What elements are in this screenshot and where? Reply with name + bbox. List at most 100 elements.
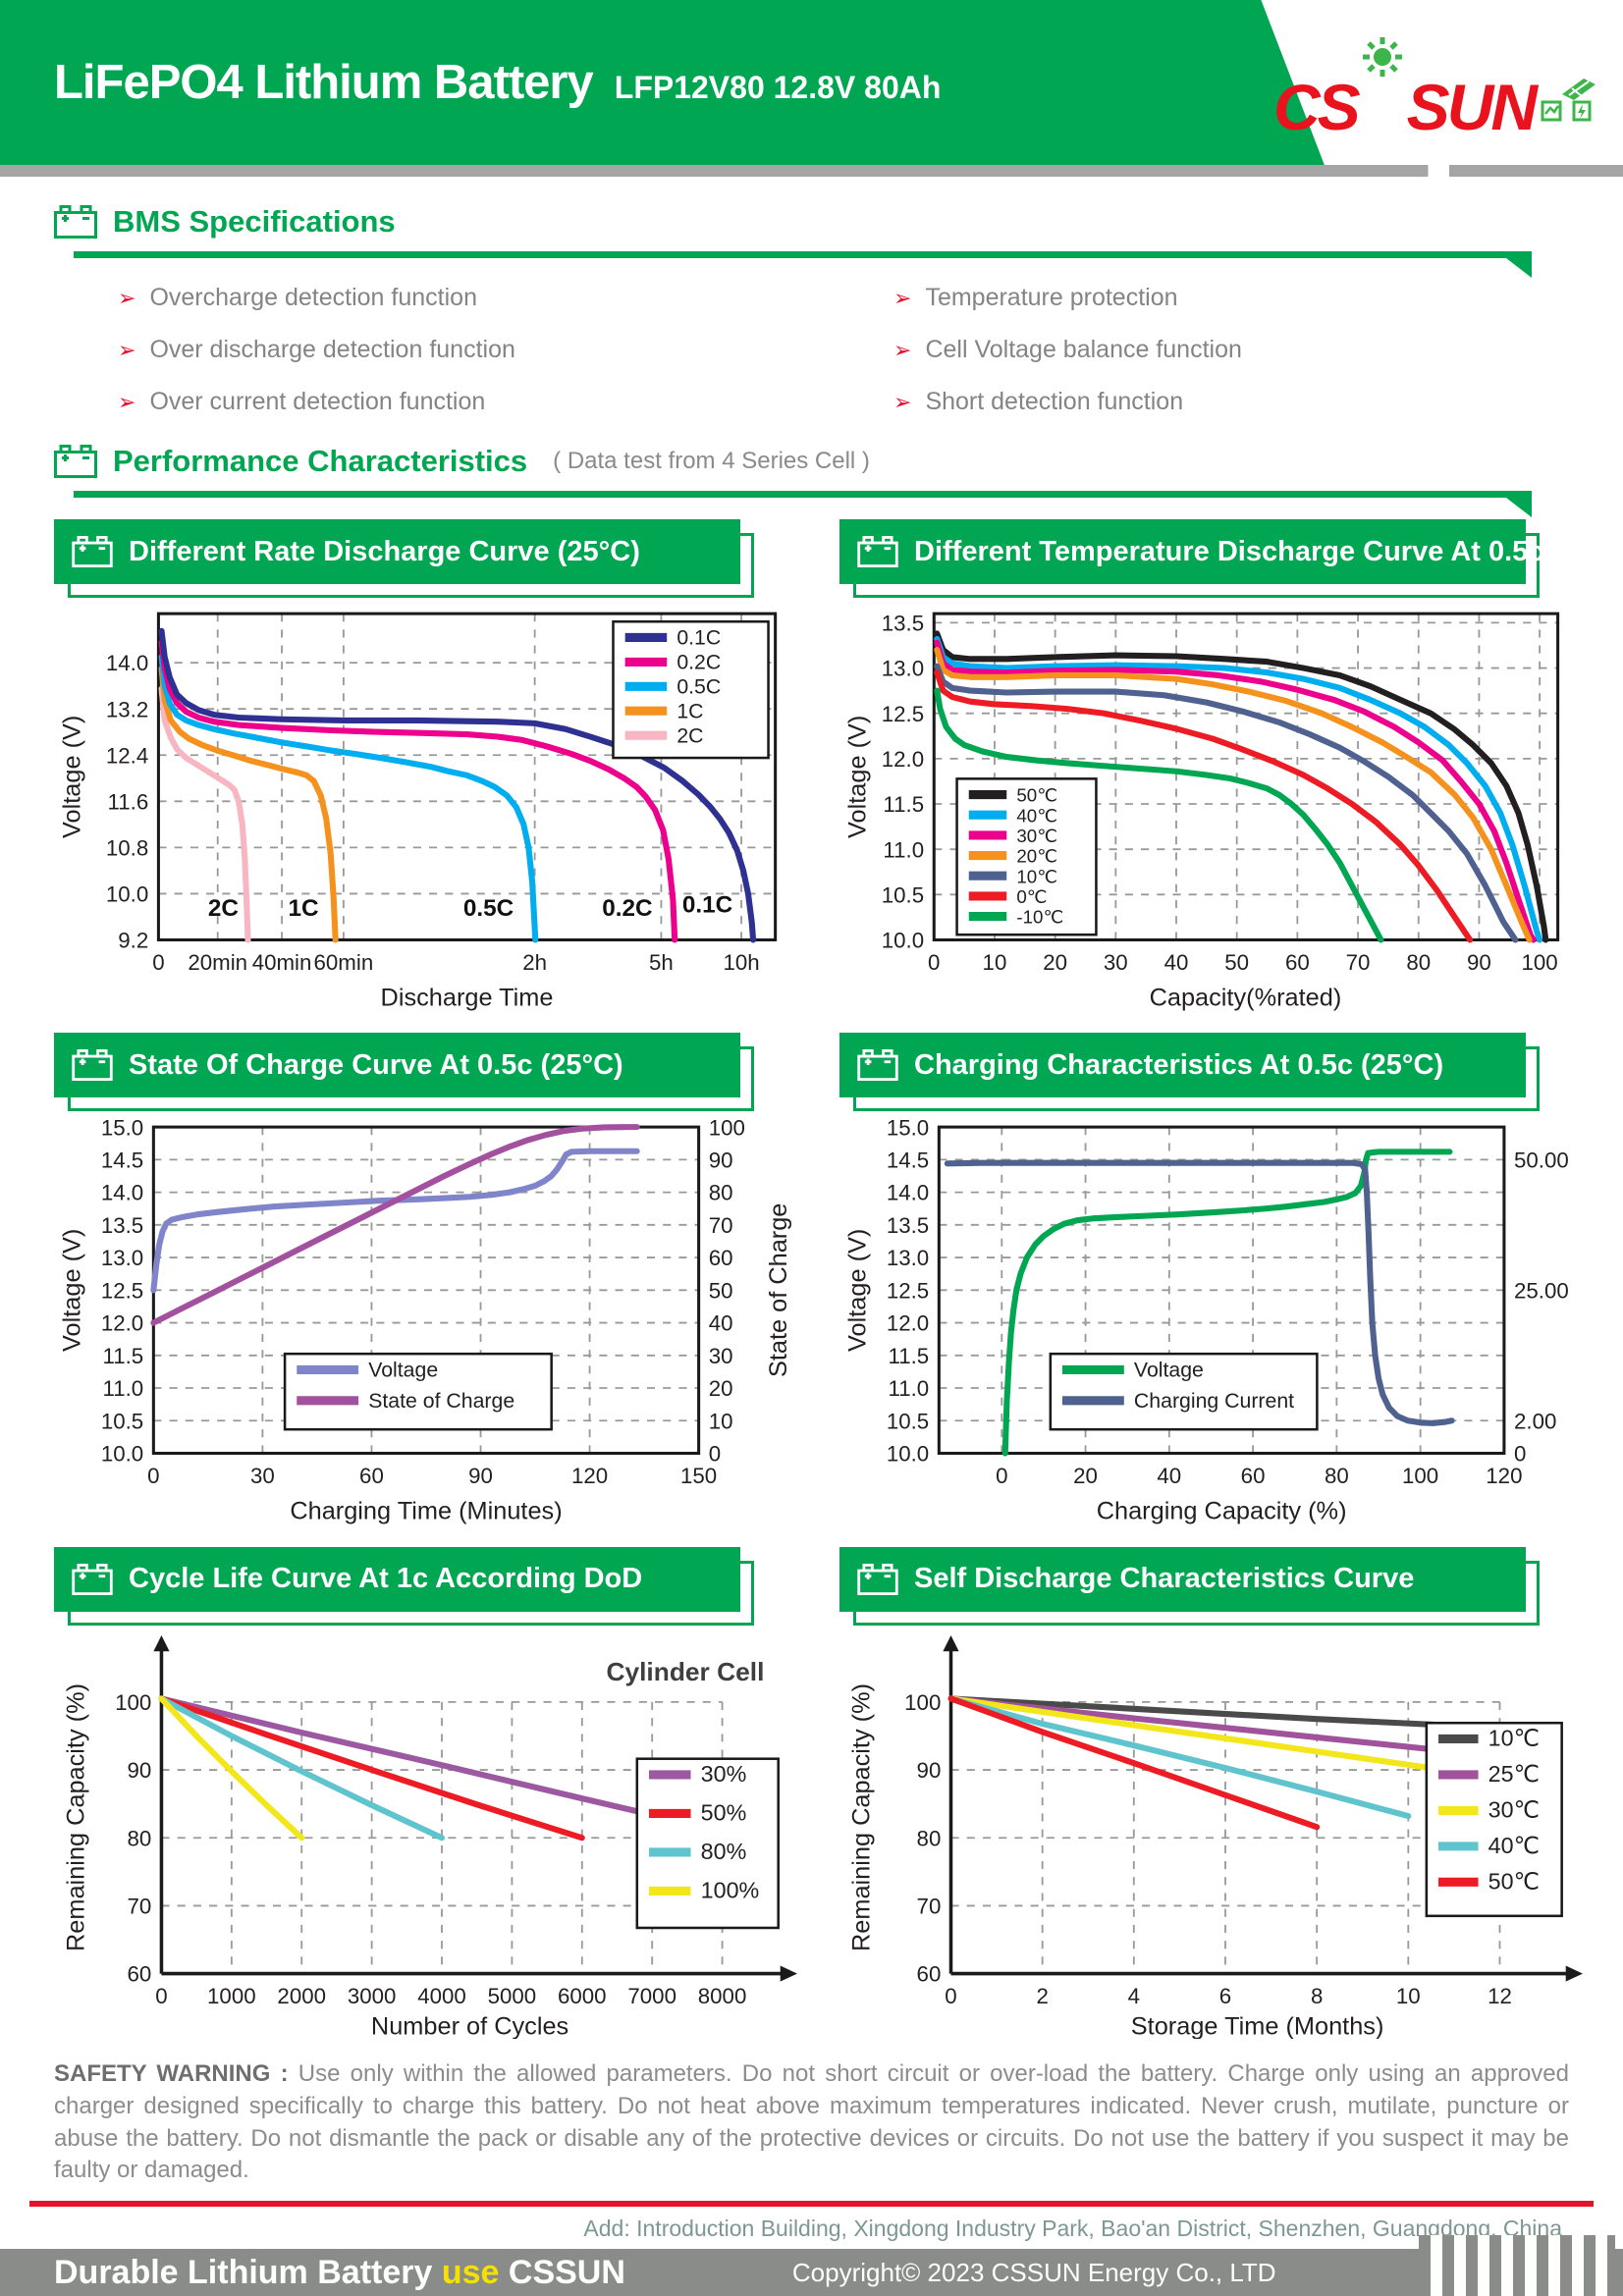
y-tick-label: 14.5 [887, 1148, 929, 1173]
series-20C [934, 646, 1533, 943]
y-tick-label: 70 [917, 1894, 942, 1918]
y-tick-label: 60 [128, 1962, 152, 1987]
section-rule [74, 251, 1532, 278]
feature-label: Over current detection function [149, 388, 486, 415]
section-rule [74, 491, 1532, 517]
y-tick-right-label: 30 [709, 1344, 733, 1368]
x-tick-label: 90 [1467, 950, 1491, 975]
series-40C [934, 635, 1543, 943]
red-divider [29, 2200, 1594, 2207]
chart-title: Different Rate Discharge Curve (25°C) [129, 535, 640, 567]
series--10C [934, 687, 1384, 943]
series-10C [934, 663, 1519, 943]
y-tick-label: 14.5 [101, 1148, 143, 1173]
rate-discharge-chart: 0 20min 40min 60min 2h 5h 10h 14.0 13.2 12.4 11.6 1… [58, 612, 778, 1011]
x-axis-label: Charging Capacity (%) [1097, 1498, 1347, 1525]
y-tick-label: 12.5 [101, 1279, 143, 1304]
x-tick-label: 80 [1406, 950, 1431, 975]
x-tick-label: 10h [724, 950, 760, 975]
y-tick-label: 12.0 [887, 1311, 929, 1336]
bms-feature-list: ➢ Overcharge detection function ➢ Temperat… [118, 284, 1623, 416]
x-tick-label: 60 [1241, 1464, 1266, 1488]
footer-bar: Durable Lithium Battery use CSSUN Copyri… [0, 2249, 1623, 2296]
x-tick-label: 20 [1043, 950, 1067, 975]
arrow-bullet-icon: ➢ [893, 338, 912, 362]
battery-icon [72, 536, 113, 567]
x-tick-label: 0 [147, 1464, 159, 1488]
legend-label: 100% [701, 1877, 760, 1902]
battery-icon [857, 1049, 898, 1082]
chart-header: Different Temperature Discharge Curve At… [839, 519, 1543, 598]
series-50% [158, 1695, 585, 1842]
legend-label: 1C [676, 699, 703, 722]
legend-label: 0℃ [1016, 886, 1047, 907]
x-tick-label: 6 [1219, 1984, 1231, 2008]
y-tick-right-label: 2.00 [1514, 1410, 1556, 1434]
y-tick-label: 13.5 [882, 611, 924, 635]
legend-label: State of Charge [368, 1389, 514, 1413]
page-title: LiFePO4 Lithium Battery LFP12V80 12.8V 8… [54, 55, 941, 110]
performance-subtitle: ( Data test from 4 Series Cell ) [553, 448, 870, 474]
legend-label: 50℃ [1488, 1868, 1540, 1894]
feature-label: Temperature protection [925, 284, 1178, 311]
legend-label: 20℃ [1016, 846, 1057, 867]
y-axis-arrow [153, 1634, 170, 1652]
bms-section-title: BMS Specifications [113, 204, 396, 239]
battery-icon [54, 205, 97, 239]
state-of-charge-chart: 0 30 60 90 120 150 15.0 14.5 14.0 13.5 13.0 12.5 12.… [58, 1117, 792, 1525]
chart-title: Charging Characteristics At 0.5c (25°C) [914, 1048, 1444, 1081]
series-Charging Current [944, 1160, 1455, 1427]
y-tick-right-label: 90 [709, 1148, 733, 1173]
list-item: ➢ Overcharge detection function [118, 284, 893, 312]
annotation: Cylinder Cell [606, 1657, 764, 1686]
solar-house-icon [1539, 75, 1596, 131]
legend-label: -10℃ [1016, 907, 1063, 928]
arrow-bullet-icon: ➢ [118, 390, 136, 414]
x-tick-label: 30 [250, 1464, 275, 1488]
chart-title: Cycle Life Curve At 1c According DoD [129, 1563, 643, 1595]
barcode-decoration [1419, 2235, 1615, 2296]
x-tick-label: 120 [571, 1464, 608, 1488]
y-tick-label: 60 [917, 1962, 942, 1987]
chart-header: Cycle Life Curve At 1c According DoD [54, 1546, 755, 1626]
y-axis-right-label: State of Charge [765, 1203, 792, 1377]
y-tick-label: 80 [128, 1826, 152, 1850]
y-tick-label: 9.2 [118, 929, 148, 953]
y-tick-label: 14.0 [106, 651, 148, 675]
x-tick-label: 40min [252, 950, 312, 975]
contact-address: Add: Introduction Building, Xingdong Ind… [583, 2215, 1562, 2241]
chart-card: State Of Charge Curve At 0.5c (25°C) 0 30… [54, 1033, 800, 1525]
slogan-prefix: Durable Lithium Battery [54, 2253, 442, 2291]
y-tick-label: 14.0 [101, 1181, 143, 1205]
x-axis-label: Charging Time (Minutes) [290, 1498, 562, 1525]
x-tick-label: 60min [314, 950, 374, 975]
plot-frame [937, 1126, 1506, 1456]
x-axis-label: Storage Time (Months) [1131, 2012, 1384, 2039]
safety-warning-text: Use only within the allowed parameters. … [54, 2060, 1569, 2184]
x-tick-label: 10 [1396, 1984, 1421, 2008]
y-axis-label: Voltage (V) [58, 716, 85, 838]
series-30% [158, 1695, 726, 1835]
battery-icon [54, 445, 97, 478]
x-tick-label: 3000 [348, 1984, 397, 2008]
annotation: 2C [208, 895, 239, 922]
chart-header: State Of Charge Curve At 0.5c (25°C) [54, 1033, 755, 1112]
x-tick-label: 0 [945, 1984, 956, 2008]
x-tick-label: 5h [649, 950, 674, 975]
y-tick-label: 13.0 [101, 1247, 143, 1271]
chart-header: Charging Characteristics At 0.5c (25°C) [839, 1033, 1541, 1112]
x-tick-label: 50 [1224, 950, 1249, 975]
x-tick-label: 60 [359, 1464, 384, 1488]
slogan-use: use [441, 2253, 500, 2291]
x-tick-label: 10 [983, 950, 1007, 975]
legend-label: Charging Current [1134, 1389, 1294, 1413]
y-tick-label: 10.8 [106, 835, 148, 860]
chart-card: Cycle Life Curve At 1c According DoD 0 10… [54, 1546, 800, 2039]
chart-title: Self Discharge Characteristics Curve [914, 1563, 1415, 1595]
x-tick-label: 100 [1522, 950, 1558, 975]
x-tick-label: 5000 [488, 1984, 537, 2008]
chart-card: Different Temperature Discharge Curve At… [839, 519, 1586, 1011]
legend-label: 40℃ [1016, 805, 1057, 826]
